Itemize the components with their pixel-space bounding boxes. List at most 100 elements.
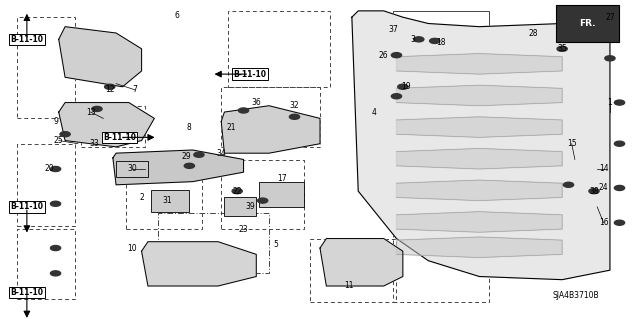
Text: 32: 32 [290, 101, 300, 110]
Text: 28: 28 [529, 28, 538, 38]
Circle shape [392, 94, 401, 99]
Text: 30: 30 [127, 165, 137, 174]
Circle shape [51, 246, 61, 250]
Bar [17, 144, 75, 226]
Bar [157, 213, 269, 273]
Circle shape [429, 38, 440, 43]
Text: 11: 11 [344, 281, 353, 291]
Polygon shape [113, 150, 244, 185]
Circle shape [184, 163, 195, 168]
Circle shape [392, 53, 401, 58]
Text: 31: 31 [163, 196, 172, 205]
Circle shape [614, 220, 625, 225]
Text: B-11-10: B-11-10 [10, 203, 44, 211]
Text: 18: 18 [436, 38, 446, 47]
Text: 2: 2 [140, 193, 144, 202]
Polygon shape [59, 103, 154, 147]
Bar [310, 239, 396, 302]
Bar [81, 106, 145, 147]
Text: 26: 26 [379, 51, 388, 60]
Circle shape [104, 84, 115, 89]
Polygon shape [396, 180, 562, 201]
Circle shape [92, 106, 102, 111]
Text: 10: 10 [127, 243, 137, 253]
Text: 35: 35 [557, 44, 567, 53]
Circle shape [51, 167, 61, 172]
Text: 3: 3 [410, 35, 415, 44]
Text: 17: 17 [277, 174, 287, 183]
Polygon shape [352, 11, 610, 280]
Text: 23: 23 [239, 225, 248, 234]
Bar [394, 207, 489, 302]
Bar [17, 17, 75, 118]
Polygon shape [141, 242, 256, 286]
Circle shape [51, 201, 61, 206]
Circle shape [589, 189, 599, 194]
Bar [151, 189, 189, 212]
Polygon shape [396, 212, 562, 232]
Circle shape [397, 84, 408, 89]
Bar [394, 11, 489, 128]
Text: 29: 29 [181, 152, 191, 161]
Circle shape [563, 182, 573, 187]
Text: B-11-10: B-11-10 [10, 288, 44, 297]
Bar [17, 229, 75, 299]
Circle shape [257, 198, 268, 203]
Circle shape [557, 46, 567, 51]
Circle shape [239, 108, 248, 113]
Polygon shape [221, 106, 320, 153]
Text: 19: 19 [401, 82, 411, 91]
Text: B-11-10: B-11-10 [234, 70, 266, 78]
Bar [556, 4, 620, 42]
Circle shape [289, 114, 300, 119]
Circle shape [232, 189, 243, 194]
Circle shape [614, 100, 625, 105]
Text: B-11-10: B-11-10 [10, 35, 44, 44]
Circle shape [589, 37, 599, 42]
Polygon shape [396, 54, 562, 74]
Circle shape [614, 141, 625, 146]
Text: 39: 39 [245, 203, 255, 211]
Text: 1: 1 [607, 98, 612, 107]
Circle shape [60, 132, 70, 137]
Bar [125, 160, 202, 229]
Polygon shape [396, 117, 562, 137]
Text: 36: 36 [252, 98, 261, 107]
Circle shape [413, 37, 424, 42]
Text: FR.: FR. [579, 19, 596, 28]
Bar [221, 160, 304, 229]
Polygon shape [59, 27, 141, 87]
Text: 20: 20 [44, 165, 54, 174]
Text: 27: 27 [605, 13, 615, 22]
Text: 5: 5 [273, 241, 278, 249]
Text: B-11-10: B-11-10 [103, 133, 136, 142]
Text: 22: 22 [232, 187, 242, 196]
Text: 38: 38 [589, 187, 599, 196]
Text: 9: 9 [53, 117, 58, 126]
Polygon shape [396, 237, 562, 257]
Bar [221, 87, 320, 147]
Text: 15: 15 [567, 139, 577, 148]
Polygon shape [320, 239, 403, 286]
Polygon shape [396, 85, 562, 106]
Bar [225, 197, 256, 216]
Circle shape [614, 185, 625, 190]
Text: 6: 6 [174, 11, 179, 20]
Bar [116, 161, 148, 177]
Text: FR.: FR. [576, 19, 594, 28]
Bar [259, 182, 304, 207]
Text: 34: 34 [216, 149, 226, 158]
Text: 8: 8 [187, 123, 192, 132]
Text: 21: 21 [226, 123, 236, 132]
Circle shape [51, 271, 61, 276]
Text: 37: 37 [388, 25, 398, 34]
Text: 24: 24 [599, 183, 609, 192]
Bar [228, 11, 330, 87]
Text: SJA4B3710B: SJA4B3710B [552, 291, 599, 300]
Text: 14: 14 [599, 165, 609, 174]
Text: 16: 16 [599, 218, 609, 227]
Circle shape [605, 56, 615, 61]
Text: 12: 12 [105, 85, 115, 94]
Text: 25: 25 [54, 136, 63, 145]
Circle shape [194, 152, 204, 157]
